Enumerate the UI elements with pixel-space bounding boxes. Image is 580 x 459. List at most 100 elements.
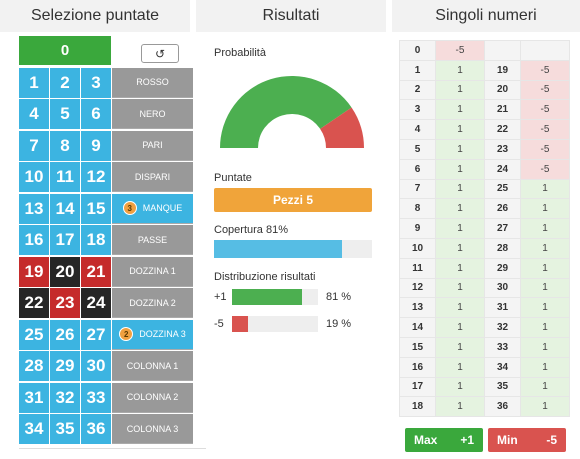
number-17[interactable]: 17 [50,225,81,256]
number-3[interactable]: 3 [81,67,112,98]
bet-content: COLONNA 1 [127,361,179,371]
number-30[interactable]: 30 [81,351,112,382]
number-18[interactable]: 18 [81,225,112,256]
single-numbers-table: 0 -5 1 1 19 -5 2 1 20 -5 3 1 21 -5 4 1 22 -5 5 1 23 -5 6 1 24 -5 7… [399,40,570,418]
number-19[interactable]: 19 [19,256,50,287]
bet-dispari[interactable]: DISPARI [112,162,193,193]
distribution-win-bar-fill [232,289,302,305]
number-cell: 19 [484,59,521,81]
selection-header: Selezione puntate [0,0,190,32]
number-cell: 23 [484,138,521,160]
number-cell: 7 [399,178,436,200]
number-25[interactable]: 25 [19,319,50,350]
number-cell: 26 [484,198,521,220]
number-cell: 14 [399,317,436,338]
bet-pari[interactable]: PARI [112,130,193,161]
number-16[interactable]: 16 [19,225,50,256]
number-10[interactable]: 10 [19,162,50,193]
table-row: 8 1 26 1 [399,198,570,220]
number-26[interactable]: 26 [50,319,81,350]
bet-passe[interactable]: PASSE [112,225,193,256]
number-35[interactable]: 35 [50,414,81,445]
number-7[interactable]: 7 [19,130,50,161]
bet-manque[interactable]: 3 MANQUE [112,193,193,224]
min-label: Min [497,433,518,447]
number-24[interactable]: 24 [81,288,112,319]
bet-content: 3 MANQUE [122,201,182,216]
number-2[interactable]: 2 [50,67,81,98]
bet-nero[interactable]: NERO [112,99,193,130]
bets-label: Puntate [214,172,252,184]
number-20[interactable]: 20 [50,256,81,287]
number-0[interactable]: 0 [19,36,111,65]
divider [19,448,206,449]
table-row: 16 1 34 1 [399,356,570,378]
bet-colonna-3[interactable]: COLONNA 3 [112,414,193,445]
number-6[interactable]: 6 [81,99,112,130]
bet-colonna-2[interactable]: COLONNA 2 [112,382,193,413]
bet-rosso[interactable]: ROSSO [112,67,193,98]
max-badge: Max +1 [405,428,483,452]
bet-label: DOZZINA 1 [129,266,176,277]
empty-cell [520,40,570,61]
number-5[interactable]: 5 [50,99,81,130]
distribution-lose-pct: 19 % [326,318,352,330]
board-row: 13 14 15 3 MANQUE [19,193,193,225]
number-cell: 16 [399,356,436,378]
bet-dozzina-3[interactable]: 2 DOZZINA 3 [112,319,193,350]
number-cell: 21 [484,99,521,121]
number-21[interactable]: 21 [81,256,112,287]
number-28[interactable]: 28 [19,351,50,382]
value-cell: 1 [435,376,485,398]
table-row: 14 1 32 1 [399,317,570,338]
value-cell: 1 [435,158,485,180]
board-row: 25 26 27 2 DOZZINA 3 [19,319,193,351]
value-cell: 1 [520,356,570,378]
table-row: 1 1 19 -5 [399,59,570,81]
number-1[interactable]: 1 [19,67,50,98]
number-34[interactable]: 34 [19,414,50,445]
distribution-win-label: +1 [214,291,227,303]
number-cell: 8 [399,198,436,220]
distribution-label: Distribuzione risultati [214,271,316,283]
number-cell: 17 [399,376,436,398]
number-cell: 1 [399,59,436,81]
number-cell: 6 [399,158,436,180]
number-29[interactable]: 29 [50,351,81,382]
bet-dozzina-2[interactable]: DOZZINA 2 [112,288,193,319]
chip-count: 3 [122,201,137,216]
number-9[interactable]: 9 [81,130,112,161]
bet-dozzina-1[interactable]: DOZZINA 1 [112,256,193,287]
number-cell: 35 [484,376,521,398]
number-12[interactable]: 12 [81,162,112,193]
value-cell: 1 [435,99,485,121]
number-23[interactable]: 23 [50,288,81,319]
distribution-win-pct: 81 % [326,291,352,303]
number-4[interactable]: 4 [19,99,50,130]
number-11[interactable]: 11 [50,162,81,193]
number-31[interactable]: 31 [19,382,50,413]
number-cell: 2 [399,79,436,101]
board-row: 22 23 24 DOZZINA 2 [19,288,193,320]
distribution-lose-bar [232,316,318,332]
number-22[interactable]: 22 [19,288,50,319]
value-cell: 1 [520,396,570,418]
value-cell: -5 [520,59,570,81]
number-32[interactable]: 32 [50,382,81,413]
number-13[interactable]: 13 [19,193,50,224]
probability-label: Probabilità [214,47,266,59]
number-cell: 3 [399,99,436,121]
number-cell: 10 [399,237,436,259]
number-cell: 27 [484,218,521,239]
number-15[interactable]: 15 [81,193,112,224]
number-33[interactable]: 33 [81,382,112,413]
board-row: 16 17 18 PASSE [19,225,193,257]
number-36[interactable]: 36 [81,414,112,445]
reset-button[interactable]: ↺ [141,44,179,63]
number-8[interactable]: 8 [50,130,81,161]
bet-colonna-1[interactable]: COLONNA 1 [112,351,193,382]
value-cell: 1 [435,257,485,279]
number-27[interactable]: 27 [81,319,112,350]
bet-content: NERO [139,109,165,119]
number-14[interactable]: 14 [50,193,81,224]
